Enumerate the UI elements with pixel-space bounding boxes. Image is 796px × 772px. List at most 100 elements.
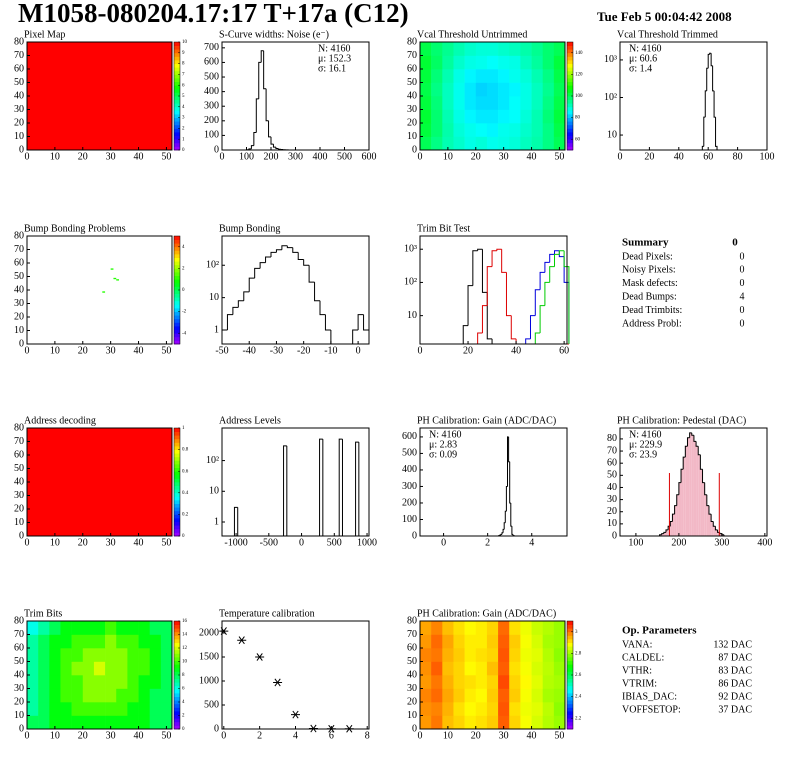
y-tick-label: 1000 [199,675,219,686]
y-tick-label: 10 [607,129,617,140]
heatmap-cell [486,675,499,689]
histogram-bin [481,305,488,334]
colorbar-label: 2 [182,267,185,272]
colorbar-strip [174,333,180,338]
x-tick-label: 10 [50,730,60,741]
colorbar-strip [567,117,573,122]
heatmap-cell [49,648,61,662]
heatmap-cell [442,109,454,124]
colorbar-strip [567,649,573,654]
histogram-bin [254,267,261,279]
histogram-fill [676,494,679,536]
colorbar-strip [174,703,180,708]
y-tick-label: 700 [204,42,219,53]
colorbar-label: 16 [182,619,188,624]
heatmap-cell [138,702,150,716]
histogram-bin [510,315,517,340]
y-tick-label: 10² [404,277,417,288]
colorbar-strip [174,653,180,658]
colorbar-strip [174,300,180,305]
colorbar-label: 0 [182,534,185,539]
y-tick-label: 30 [14,683,24,694]
heatmap-cell [553,82,566,97]
panel-title: Bump Bonding Problems [24,223,126,234]
colorbar-label: 0.4 [182,491,189,496]
stats-box [626,429,676,462]
y-tick-label: 50 [14,656,24,667]
colorbar-strip [567,671,573,676]
heatmap-cell [531,123,543,137]
y-tick-label: 10³ [604,54,617,65]
heatmap-cell [553,621,566,635]
y-tick-label: 300 [402,481,417,492]
heatmap-cell [27,702,39,716]
histogram-bin [486,266,493,306]
heatmap-cell [105,702,117,716]
y-tick-label: 10² [206,455,219,466]
heatmap-cell [160,648,173,662]
heatmap-cell [49,688,61,703]
parameter-label: VANA: [622,639,652,650]
heatmap-cell [498,661,510,676]
heatmap-cell [116,648,128,662]
heatmap-cell [531,55,543,70]
histogram-bin [486,292,493,340]
colorbar-strip [174,671,180,676]
colorbar-strip [174,286,180,291]
heatmap-cell [38,634,50,649]
y-tick-label: 70 [407,50,417,61]
histogram-bin [697,446,701,456]
colorbar-label: 5 [182,94,185,99]
heatmap-cell [464,82,477,97]
heatmap-cell [542,96,555,110]
y-tick-label: 40 [607,482,617,493]
heatmap-cell [27,428,173,537]
heatmap-cell [138,661,150,676]
colorbar-label: 4 [182,245,185,250]
heatmap-cell [93,702,106,716]
y-tick-label: 500 [204,71,219,82]
y-tick-label: 50 [407,77,417,88]
heatmap-cell [116,702,128,716]
heatmap-cell [475,634,488,649]
colorbar-label: 0 [182,727,185,732]
colorbar-label: 3 [575,630,578,635]
x-tick-label: 50 [161,345,171,356]
heatmap-cell [93,661,106,676]
colorbar-strip [174,290,180,294]
colorbar-strip [174,693,180,697]
colorbar-strip [174,707,180,712]
heatmap-cell [509,634,521,649]
heatmap-cell [542,136,555,151]
heatmap-cell [82,675,95,689]
heatmap-cell [542,55,555,70]
y-tick-label: 500 [402,448,417,459]
x-tick-label: 20 [78,345,88,356]
histogram-bin [260,50,264,63]
colorbar-strip [174,721,180,726]
colorbar-strip [174,664,180,669]
heatmap-cell [420,42,432,56]
colorbar-strip [174,132,180,136]
panel-title: Trim Bits [24,608,62,619]
heatmap-cell [509,661,521,676]
plot-frame [419,235,568,345]
colorbar-strip [174,264,180,269]
histogram-bin [703,116,706,147]
x-tick-label: 0 [418,730,423,741]
colorbar-strip [174,521,180,526]
colorbar-strip [567,88,573,93]
x-tick-label: 50 [554,730,564,741]
colorbar-strip [174,88,180,93]
histogram-bin [286,245,293,249]
histogram-fill [691,435,694,536]
y-tick-label: 80 [14,230,24,241]
heatmap-cell [160,675,173,689]
heatmap-cell [531,136,543,151]
panel-title: Pixel Map [24,29,65,40]
x-tick-label: 30 [106,537,116,548]
heatmap-cell [498,715,510,730]
heatmap-cell [431,109,443,124]
histogram-bin [265,256,271,263]
colorbar-strip [567,60,573,64]
